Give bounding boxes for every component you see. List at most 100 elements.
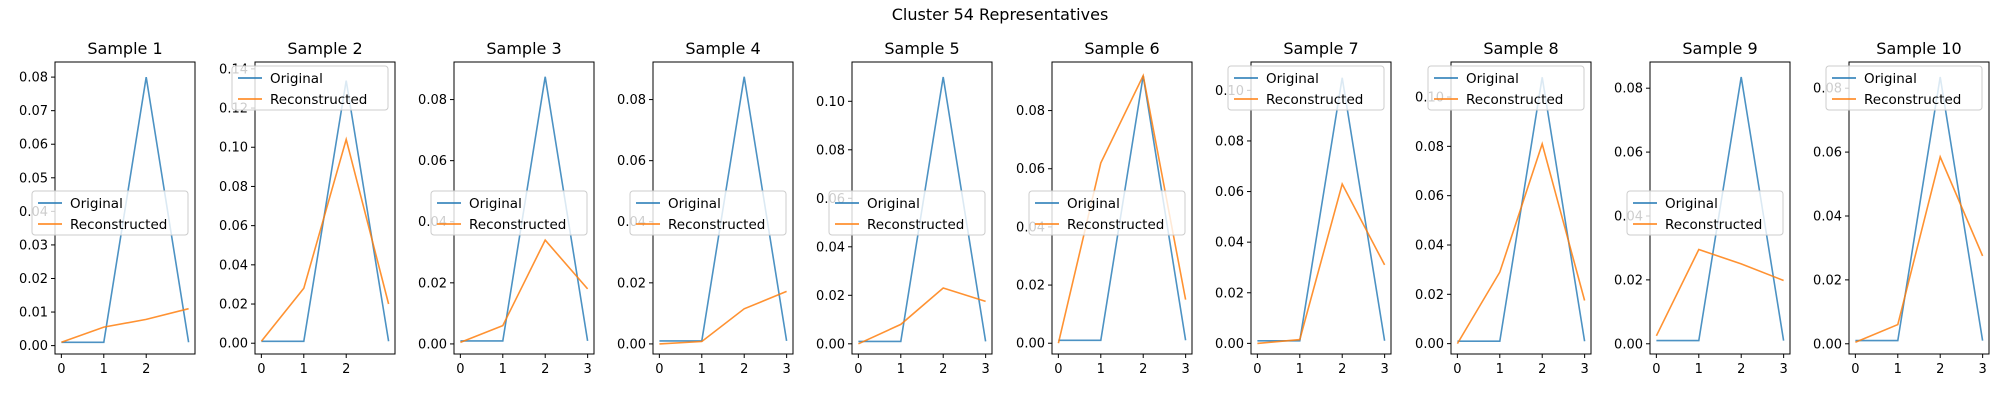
y-tick-label: 0.10 bbox=[816, 95, 845, 110]
x-tick-label: 0 bbox=[57, 362, 65, 377]
legend-box bbox=[31, 190, 189, 236]
y-tick-label: 0.00 bbox=[418, 337, 447, 352]
x-tick-label: 2 bbox=[541, 362, 549, 377]
legend-label: Original bbox=[1067, 196, 1120, 212]
y-tick-label: 0.08 bbox=[816, 143, 845, 158]
x-tick-label: 1 bbox=[1695, 362, 1703, 377]
series-line-original bbox=[1257, 77, 1386, 342]
x-tick-label: 2 bbox=[1737, 362, 1745, 377]
y-tick-label: 0.04 bbox=[1215, 236, 1244, 251]
y-tick-label: 0.06 bbox=[617, 154, 646, 169]
subplot-title: Sample 6 bbox=[1084, 39, 1159, 58]
subplot-4: Sample 40.000.020.040.060.080123Original… bbox=[617, 39, 794, 377]
subplot-title: Sample 1 bbox=[87, 39, 162, 58]
x-tick-label: 1 bbox=[1894, 362, 1902, 377]
x-tick-label: 1 bbox=[1097, 362, 1105, 377]
y-tick-label: 0.00 bbox=[19, 339, 48, 354]
legend: Original Reconstructed bbox=[31, 190, 189, 236]
y-tick-label: 0.05 bbox=[19, 171, 48, 186]
legend-label: Original bbox=[1266, 71, 1319, 87]
subplot-3: Sample 30.000.020.040.060.080123Original… bbox=[418, 39, 595, 377]
legend: Original Reconstructed bbox=[828, 190, 986, 236]
y-tick-label: 0.02 bbox=[219, 298, 248, 313]
x-tick-label: 2 bbox=[1139, 362, 1147, 377]
legend-box bbox=[1825, 65, 1983, 111]
y-tick-label: 0.06 bbox=[418, 154, 447, 169]
x-tick-label: 2 bbox=[740, 362, 748, 377]
x-tick-label: 2 bbox=[1538, 362, 1546, 377]
legend-box bbox=[629, 190, 787, 236]
x-tick-label: 3 bbox=[1181, 362, 1189, 377]
x-tick-label: 1 bbox=[897, 362, 905, 377]
y-tick-label: 0.00 bbox=[1614, 337, 1643, 352]
subplot-8: Sample 80.000.020.040.060.080.100123Orig… bbox=[1415, 39, 1592, 377]
y-tick-label: 0.06 bbox=[1215, 185, 1244, 200]
x-tick-label: 1 bbox=[1496, 362, 1504, 377]
y-tick-label: 0.00 bbox=[1813, 337, 1842, 352]
legend-label: Original bbox=[867, 196, 920, 212]
subplot-title: Sample 8 bbox=[1483, 39, 1558, 58]
legend-label: Original bbox=[1466, 71, 1519, 87]
y-tick-label: 0.00 bbox=[1415, 337, 1444, 352]
y-tick-label: 0.07 bbox=[19, 104, 48, 119]
x-tick-label: 1 bbox=[1296, 362, 1304, 377]
legend-label: Original bbox=[1864, 71, 1917, 87]
y-tick-label: 0.08 bbox=[1215, 134, 1244, 149]
x-tick-label: 1 bbox=[698, 362, 706, 377]
subplot-title: Sample 3 bbox=[486, 39, 561, 58]
x-tick-label: 3 bbox=[1380, 362, 1388, 377]
x-tick-label: 0 bbox=[1851, 362, 1859, 377]
y-tick-label: 0.06 bbox=[19, 138, 48, 153]
y-tick-label: 0.02 bbox=[1415, 288, 1444, 303]
legend-label: Reconstructed bbox=[1864, 92, 1961, 108]
series-line-reconstructed bbox=[1057, 73, 1187, 344]
series-line-reconstructed bbox=[1855, 154, 1984, 343]
legend: Original Reconstructed bbox=[231, 65, 389, 111]
x-tick-label: 3 bbox=[583, 362, 591, 377]
legend: Original Reconstructed bbox=[1227, 65, 1385, 111]
x-tick-label: 3 bbox=[782, 362, 790, 377]
y-tick-label: 0.02 bbox=[816, 289, 845, 304]
legend-label: Reconstructed bbox=[1067, 217, 1164, 233]
legend-box bbox=[1227, 65, 1385, 111]
legend-label: Reconstructed bbox=[668, 217, 765, 233]
subplot-title: Sample 7 bbox=[1283, 39, 1358, 58]
subplot-10: Sample 100.000.020.040.060.080123Origina… bbox=[1813, 39, 1990, 377]
legend-label: Reconstructed bbox=[1665, 217, 1762, 233]
x-tick-label: 0 bbox=[655, 362, 663, 377]
y-tick-label: 0.06 bbox=[219, 219, 248, 234]
series-line-reconstructed bbox=[1655, 248, 1784, 337]
x-tick-label: 0 bbox=[854, 362, 862, 377]
x-tick-label: 3 bbox=[1779, 362, 1787, 377]
y-tick-label: 0.08 bbox=[19, 71, 48, 86]
axes-frame bbox=[1450, 61, 1592, 355]
subplot-6: Sample 60.000.020.040.060.080123Original… bbox=[1016, 39, 1193, 377]
series-line-reconstructed bbox=[858, 287, 986, 345]
legend: Original Reconstructed bbox=[629, 190, 787, 236]
x-tick-label: 3 bbox=[1580, 362, 1588, 377]
y-tick-label: 0.03 bbox=[19, 238, 48, 253]
y-tick-label: 0.00 bbox=[219, 337, 248, 352]
legend: Original Reconstructed bbox=[430, 190, 588, 236]
y-tick-label: 0.02 bbox=[418, 276, 447, 291]
y-tick-label: 0.02 bbox=[1215, 286, 1244, 301]
y-tick-label: 0.08 bbox=[617, 93, 646, 108]
subplot-9: Sample 90.000.020.040.060.080123Original… bbox=[1614, 39, 1791, 377]
subplot-title: Sample 10 bbox=[1876, 39, 1961, 58]
series-line-original bbox=[1855, 76, 1984, 342]
y-tick-label: 0.02 bbox=[1813, 273, 1842, 288]
legend-label: Reconstructed bbox=[1266, 92, 1363, 108]
legend-label: Reconstructed bbox=[867, 217, 964, 233]
y-tick-label: 0.08 bbox=[1415, 140, 1444, 155]
y-tick-label: 0.06 bbox=[1813, 146, 1842, 161]
y-tick-label: 0.08 bbox=[418, 93, 447, 108]
legend-box bbox=[430, 190, 588, 236]
y-tick-label: 0.02 bbox=[19, 272, 48, 287]
y-tick-label: 0.02 bbox=[617, 276, 646, 291]
panels: Sample 1 0.00 0.01 0.02 0.03 0.04 0.05 0.06 0.07… bbox=[19, 39, 1990, 377]
legend: Original Reconstructed bbox=[1427, 65, 1585, 111]
subplot-title: Sample 9 bbox=[1682, 39, 1757, 58]
legend-box bbox=[231, 65, 389, 111]
x-tick-label: 2 bbox=[1338, 362, 1346, 377]
